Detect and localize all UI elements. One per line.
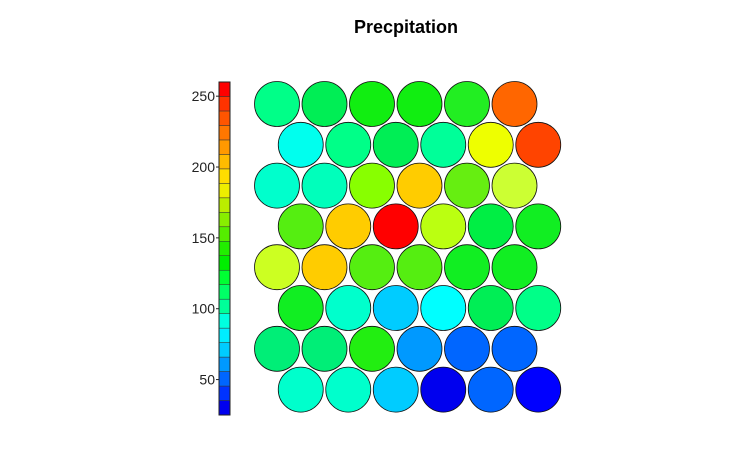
som-node [396, 325, 443, 372]
som-node [325, 285, 372, 331]
som-node [254, 244, 300, 291]
som-node [467, 121, 514, 168]
som-node [396, 244, 443, 291]
som-node [467, 203, 514, 250]
colorbar-segment [218, 96, 231, 112]
colorbar-segment [218, 183, 231, 199]
colorbar-segment [218, 385, 231, 401]
colorbar-tick-label: 250 [192, 88, 216, 104]
colorbar-tick-label: 200 [192, 159, 216, 175]
som-node [372, 366, 419, 413]
colorbar-segment [218, 154, 231, 170]
som-node [372, 285, 419, 331]
som-node [349, 81, 395, 127]
som-node [372, 121, 419, 168]
som-node [254, 325, 300, 372]
colorbar [218, 81, 231, 416]
som-node [420, 203, 467, 250]
colorbar-segment [218, 255, 231, 271]
colorbar-segment [218, 327, 231, 343]
som-node [301, 325, 348, 372]
som-node [515, 203, 562, 250]
som-node [349, 325, 395, 372]
som-node [372, 203, 419, 250]
som-node [325, 203, 372, 250]
colorbar-segment [218, 400, 231, 416]
colorbar-tick-label: 150 [192, 230, 216, 246]
som-node [277, 203, 324, 250]
colorbar-segment [218, 371, 231, 387]
colorbar-segment [218, 125, 231, 141]
som-node [277, 121, 324, 168]
colorbar-segment [218, 356, 231, 372]
som-node [349, 244, 395, 291]
som-node [396, 162, 443, 209]
som-node [444, 325, 490, 372]
som-node [396, 81, 443, 127]
som-node [491, 325, 538, 372]
colorbar-segment [218, 313, 231, 329]
som-node [491, 81, 538, 127]
som-node [325, 366, 372, 413]
som-node [515, 366, 562, 413]
colorbar-segment [218, 241, 231, 256]
som-node [277, 285, 324, 331]
colorbar-ticks: 50 100 150 200 250 [192, 88, 219, 388]
som-node [254, 162, 300, 209]
colorbar-segment [218, 226, 231, 242]
colorbar-segment [218, 284, 231, 300]
som-node [254, 81, 300, 127]
colorbar-outline [218, 81, 231, 416]
colorbar-segment [218, 269, 231, 285]
som-node [444, 81, 490, 127]
som-node [467, 366, 514, 413]
som-node [515, 285, 562, 331]
colorbar-tick-label: 100 [192, 301, 216, 317]
colorbar-segment [218, 197, 231, 213]
colorbar-segment [218, 110, 231, 126]
colorbar-segment [218, 212, 231, 228]
som-node [491, 244, 538, 291]
som-node [301, 244, 348, 291]
colorbar-segment [218, 342, 231, 358]
som-node [420, 366, 467, 413]
som-node [301, 162, 348, 209]
som-node [467, 285, 514, 331]
colorbar-segment [218, 81, 231, 97]
som-node [277, 366, 324, 413]
chart-title: Precpitation [354, 17, 458, 37]
som-node [325, 121, 372, 168]
som-node [444, 162, 490, 209]
som-node [420, 121, 467, 168]
som-node [420, 285, 467, 331]
colorbar-segment [218, 139, 231, 155]
colorbar-segment [218, 168, 231, 184]
colorbar-tick-label: 50 [199, 372, 215, 388]
som-node [491, 162, 538, 209]
som-node [515, 121, 562, 168]
som-grid [254, 81, 562, 413]
som-node [349, 162, 395, 209]
som-node [444, 244, 490, 291]
som-node [301, 81, 348, 127]
colorbar-segment [218, 298, 231, 314]
